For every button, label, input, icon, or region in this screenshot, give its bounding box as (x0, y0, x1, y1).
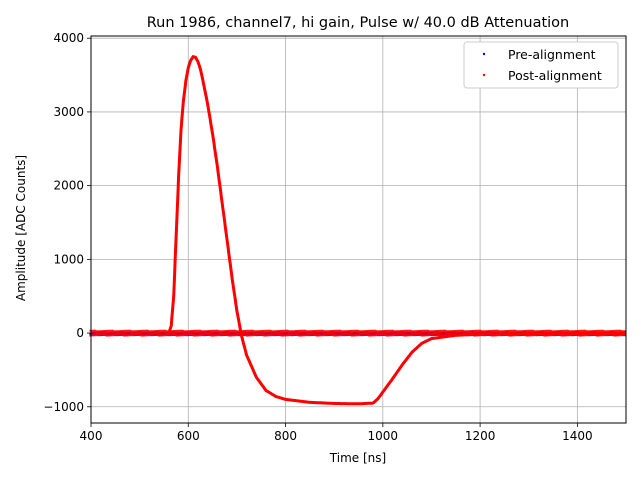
y-tick-label: 0 (76, 326, 84, 340)
chart-title: Run 1986, channel7, hi gain, Pulse w/ 40… (147, 15, 570, 31)
y-tick-label: 2000 (53, 179, 84, 193)
legend-box (463, 41, 619, 89)
x-axis: 400 600 800 1000 1200 1400 (80, 423, 593, 443)
baseline-band (89, 329, 627, 334)
x-tick-label: 600 (177, 429, 200, 443)
legend-label-post-alignment: Post-alignment (508, 68, 602, 83)
x-tick-label: 800 (274, 429, 297, 443)
x-tick-label: 1200 (465, 429, 496, 443)
y-tick-label: 4000 (53, 31, 84, 45)
y-tick-label: 1000 (53, 252, 84, 266)
x-axis-label: Time [ns] (329, 451, 386, 465)
legend-marker-post-alignment (482, 73, 486, 77)
y-axis: −1000 0 1000 2000 3000 4000 (43, 31, 91, 414)
y-tick-label: 3000 (53, 105, 84, 119)
legend-marker-pre-alignment (482, 52, 486, 56)
x-tick-label: 1000 (368, 429, 399, 443)
x-tick-label: 400 (80, 429, 103, 443)
y-axis-label: Amplitude [ADC Counts] (14, 155, 28, 301)
legend-label-pre-alignment: Pre-alignment (508, 47, 596, 62)
legend: Pre-alignment Post-alignment (463, 41, 619, 89)
pulse-trace (167, 55, 627, 406)
series-post-alignment (89, 55, 627, 406)
axes-frame (90, 35, 627, 424)
y-tick-label: −1000 (43, 400, 84, 414)
plot-area (89, 55, 627, 406)
x-tick-label: 1400 (562, 429, 593, 443)
